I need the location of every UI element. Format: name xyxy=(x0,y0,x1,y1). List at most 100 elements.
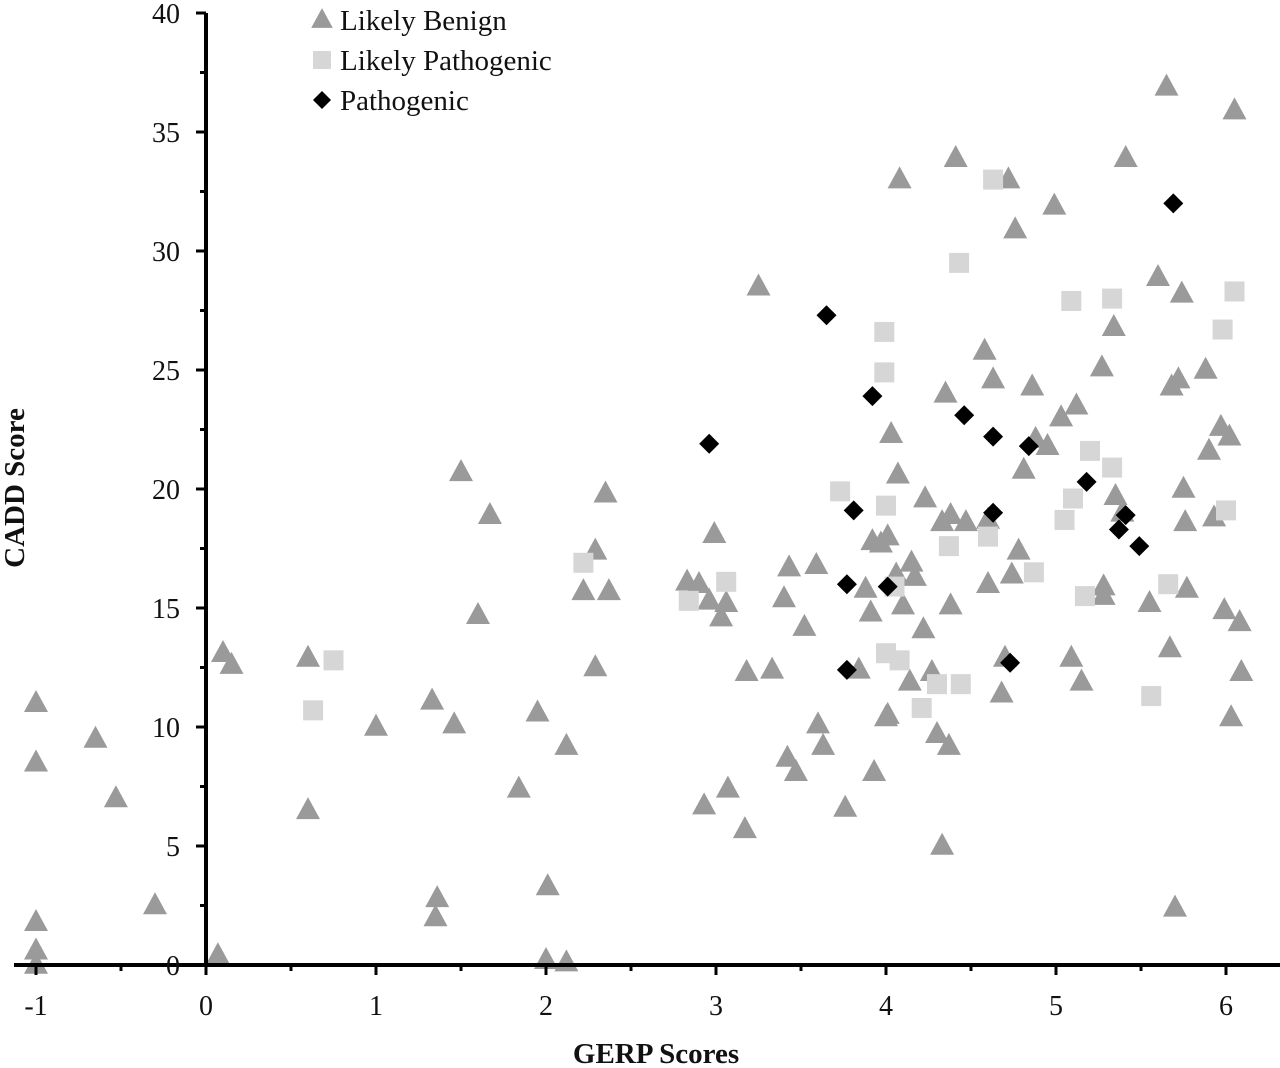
likely-benign-point xyxy=(692,792,717,815)
likely-benign-point xyxy=(902,563,927,586)
x-tick-label: 5 xyxy=(1049,991,1063,1022)
likely-pathogenic-point xyxy=(949,252,970,273)
likely-benign-point xyxy=(1174,575,1199,598)
pathogenic-point xyxy=(1000,652,1021,673)
likely-benign-point xyxy=(506,775,531,798)
likely-benign-point xyxy=(933,380,958,403)
likely-benign-point xyxy=(24,908,48,931)
likely-benign-point xyxy=(1011,456,1036,479)
likely-benign-point xyxy=(1222,97,1247,120)
likely-benign-point xyxy=(1064,392,1089,415)
likely-benign-point xyxy=(420,687,445,710)
pathogenic-point xyxy=(1115,505,1136,526)
pathogenic-point xyxy=(836,574,857,595)
likely-benign-point xyxy=(943,144,968,167)
likely-benign-point xyxy=(887,166,912,189)
likely-benign-point xyxy=(1212,597,1237,620)
y-tick-label: 15 xyxy=(152,594,180,625)
likely-benign-point xyxy=(953,509,978,532)
likely-pathogenic-point xyxy=(938,536,959,557)
likely-benign-point xyxy=(833,794,858,817)
likely-benign-point xyxy=(891,592,915,615)
likely-benign-point xyxy=(1169,280,1194,303)
y-tick-label: 25 xyxy=(152,356,180,387)
likely-pathogenic-point xyxy=(1141,686,1162,707)
pathogenic-point xyxy=(1108,519,1129,540)
likely-benign-point xyxy=(1163,894,1187,917)
likely-benign-point xyxy=(972,337,997,360)
likely-pathogenic-point xyxy=(1063,488,1083,509)
likely-benign-point xyxy=(853,575,878,598)
likely-benign-point xyxy=(1227,609,1252,632)
likely-pathogenic-point xyxy=(1061,290,1082,311)
likely-pathogenic-point xyxy=(323,650,344,671)
likely-benign-point xyxy=(1166,366,1191,389)
y-tick-label: 0 xyxy=(166,951,180,982)
likely-benign-point xyxy=(792,613,817,636)
likely-benign-point xyxy=(913,485,938,508)
y-tick-label: 30 xyxy=(152,237,180,268)
likely-benign-point xyxy=(1101,313,1126,336)
likely-benign-point xyxy=(1171,475,1196,498)
likely-benign-point xyxy=(697,587,722,610)
likely-benign-point xyxy=(999,561,1024,584)
likely-benign-point xyxy=(976,506,1000,529)
likely-benign-point xyxy=(449,459,473,482)
likely-pathogenic-point xyxy=(1102,457,1123,478)
x-tick-label: 2 xyxy=(539,991,553,1022)
likely-benign-point xyxy=(936,732,961,755)
likely-benign-point xyxy=(1173,509,1198,532)
likely-pathogenic-point xyxy=(889,650,910,671)
y-tick-label: 35 xyxy=(152,118,180,149)
likely-pathogenic-point xyxy=(1158,574,1179,595)
likely-benign-point xyxy=(879,421,904,444)
likely-benign-point xyxy=(687,571,711,593)
likely-benign-point xyxy=(1193,356,1218,379)
likely-benign-point xyxy=(938,501,963,524)
likely-benign-point xyxy=(525,699,550,722)
pathogenic-point xyxy=(1018,436,1039,457)
likely-benign-point xyxy=(554,949,579,972)
likely-benign-point xyxy=(858,599,883,622)
likely-benign-point xyxy=(1006,537,1031,560)
likely-benign-point xyxy=(1035,432,1060,455)
likely-benign-point xyxy=(775,744,800,767)
pathogenic-point xyxy=(954,405,975,426)
likely-pathogenic-point xyxy=(927,674,947,695)
likely-benign-point xyxy=(981,366,1006,389)
likely-benign-point xyxy=(732,816,757,839)
likely-pathogenic-point xyxy=(1224,281,1245,302)
likely-benign-point xyxy=(804,551,829,574)
likely-pathogenic-point xyxy=(716,571,737,592)
likely-pathogenic-point xyxy=(983,169,1004,190)
likely-pathogenic-point xyxy=(1023,562,1044,583)
x-axis-title: GERP Scores xyxy=(573,1038,739,1068)
likely-benign-point xyxy=(583,654,608,677)
pathogenic-point xyxy=(1163,193,1184,214)
legend: Likely Benign Likely Pathogenic Pathogenic xyxy=(311,5,552,117)
x-tick-label: 3 xyxy=(709,991,723,1022)
likely-benign-point xyxy=(875,523,900,546)
pathogenic-point xyxy=(836,659,857,680)
pathogenic-point xyxy=(983,502,1004,523)
likely-benign-point xyxy=(1020,373,1045,396)
likely-benign-point xyxy=(554,732,579,755)
x-tick-label: -1 xyxy=(24,991,47,1022)
legend-pathogenic-label: Pathogenic xyxy=(340,85,469,117)
likely-benign-point xyxy=(1049,404,1074,427)
likely-benign-point xyxy=(930,832,955,855)
pathogenic-point xyxy=(816,305,837,326)
likely-pathogenic-point xyxy=(876,495,896,516)
likely-benign-point xyxy=(1103,482,1128,505)
likely-benign-point xyxy=(423,904,448,927)
y-tick-label: 20 xyxy=(152,475,180,506)
x-axis-ticks: -1 0 1 2 3 4 5 6 xyxy=(24,965,1233,1022)
likely-benign-point xyxy=(938,592,963,615)
likely-benign-point xyxy=(296,644,320,667)
likely-benign-point xyxy=(143,892,167,915)
likely-benign-point xyxy=(596,578,621,601)
likely-benign-point xyxy=(899,549,924,572)
likely-pathogenic-point xyxy=(1102,288,1123,309)
legend-likely-pathogenic-label: Likely Pathogenic xyxy=(340,45,552,77)
